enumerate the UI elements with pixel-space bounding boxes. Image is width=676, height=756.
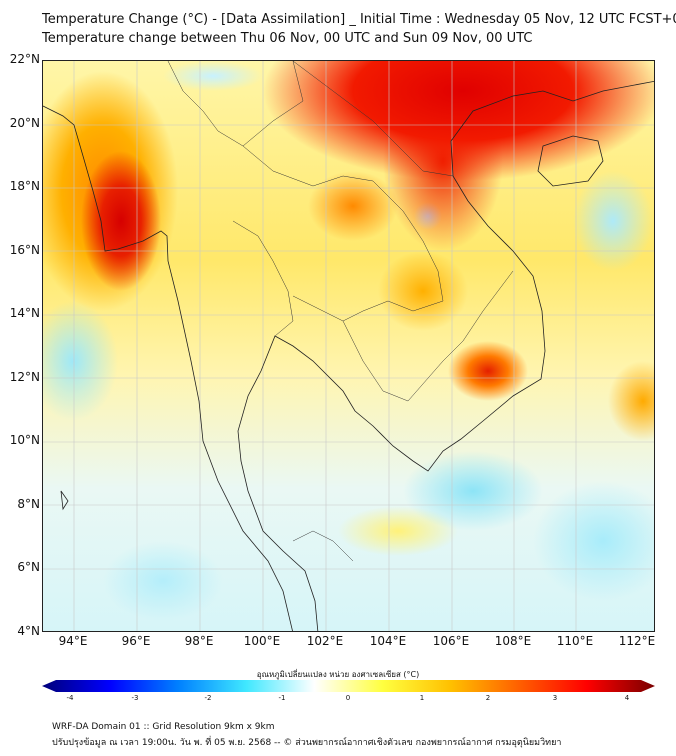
- lon-label: 108°E: [494, 634, 532, 648]
- lat-label: 14°N: [9, 306, 40, 320]
- colorbar-tick: 0: [345, 694, 351, 702]
- chart-title: Temperature Change (°C) - [Data Assimila…: [42, 12, 676, 27]
- colorbar: [42, 680, 655, 692]
- lon-label: 94°E: [58, 634, 88, 648]
- colorbar-gradient: [42, 680, 655, 692]
- lon-label: 104°E: [369, 634, 407, 648]
- lon-label: 100°E: [243, 634, 281, 648]
- lon-label: 98°E: [184, 634, 214, 648]
- colorbar-tick: 1: [419, 694, 425, 702]
- footer-update-info: ปรับปรุงข้อมูล ณ เวลา 19:00น. วัน พ. ที่…: [52, 738, 562, 748]
- temperature-change-map: [42, 60, 655, 632]
- footer-domain-info: WRF-DA Domain 01 :: Grid Resolution 9km …: [52, 722, 275, 732]
- lon-label: 96°E: [121, 634, 151, 648]
- lon-label: 110°E: [556, 634, 594, 648]
- chart-subtitle: Temperature change between Thu 06 Nov, 0…: [42, 31, 533, 46]
- lat-label: 20°N: [9, 116, 40, 130]
- lat-label: 18°N: [9, 179, 40, 193]
- colorbar-tick: 3: [552, 694, 558, 702]
- colorbar-tick: -1: [278, 694, 286, 702]
- colorbar-tick: -4: [66, 694, 74, 702]
- lat-label: 22°N: [9, 52, 40, 66]
- lon-label: 112°E: [618, 634, 656, 648]
- colorbar-tick: 4: [624, 694, 630, 702]
- colorbar-tick: 2: [485, 694, 491, 702]
- colorbar-tick: -2: [204, 694, 212, 702]
- lat-label: 16°N: [9, 243, 40, 257]
- lat-label: 4°N: [17, 624, 40, 638]
- map-overlay: [43, 61, 654, 631]
- lon-label: 106°E: [432, 634, 470, 648]
- lat-label: 8°N: [17, 497, 40, 511]
- lat-label: 10°N: [9, 433, 40, 447]
- lat-label: 6°N: [17, 560, 40, 574]
- lat-label: 12°N: [9, 370, 40, 384]
- lon-label: 102°E: [306, 634, 344, 648]
- gridlines: [43, 61, 654, 631]
- colorbar-tick: -3: [131, 694, 139, 702]
- borders: [167, 61, 514, 562]
- coastlines: [43, 80, 654, 631]
- colorbar-title: อุณหภูมิเปลี่ยนแปลง หน่วย องศาเซลเซียส (…: [256, 670, 420, 679]
